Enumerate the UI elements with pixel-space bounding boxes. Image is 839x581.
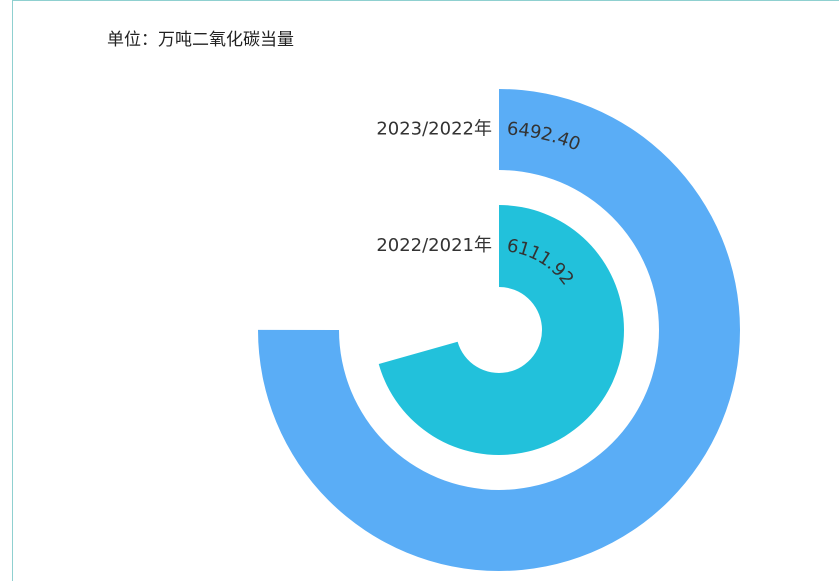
radial-bar (258, 89, 740, 572)
radial-bar (378, 205, 624, 455)
category-label: 2023/2022年 (376, 119, 492, 140)
chart-title: 单位：万吨二氧化碳当量 (107, 30, 294, 50)
category-label: 2022/2021年 (376, 235, 492, 256)
